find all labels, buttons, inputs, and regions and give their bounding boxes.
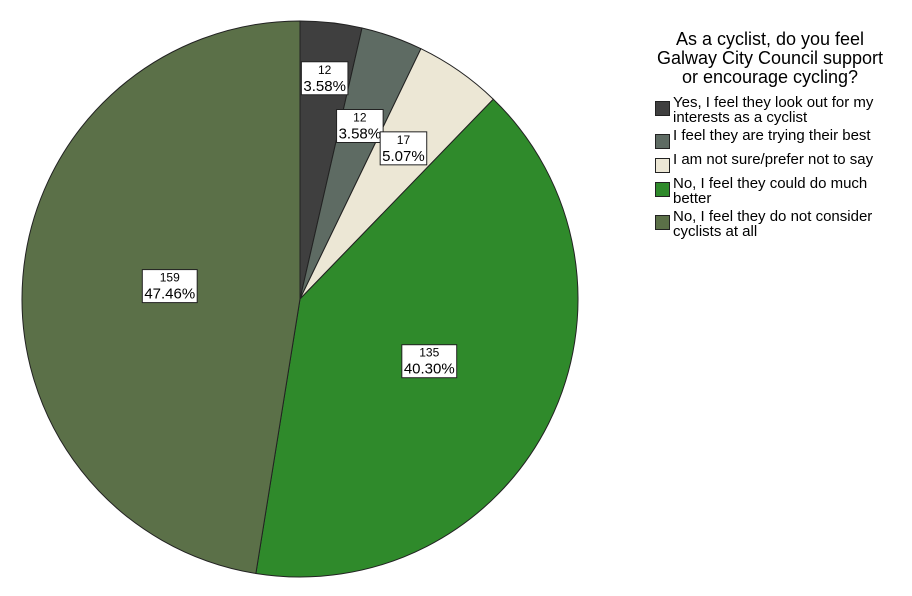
legend-label: No, I feel they could do much better (673, 175, 868, 207)
pie-slice (255, 98, 579, 578)
legend-label: No, I feel they do not consider cyclists… (673, 208, 873, 240)
legend-label: I am not sure/prefer not to say (673, 151, 874, 168)
legend-swatch (655, 182, 670, 197)
count-label: 17 (397, 133, 411, 147)
percent-label: 40.30% (404, 361, 455, 378)
label-box (300, 61, 349, 96)
legend-title: As a cyclist, do you feel Galway City Co… (656, 29, 884, 87)
count-label: 135 (419, 346, 439, 360)
legend-swatch (655, 134, 670, 149)
count-label: 12 (318, 63, 332, 77)
legend-swatch (655, 101, 670, 116)
legend-item: No, I feel they could do much better (655, 176, 895, 206)
legend-swatch (655, 158, 670, 173)
legend-label: Yes, I feel they look out for my interes… (673, 94, 874, 126)
legend-item: I feel they are trying their best (655, 128, 895, 149)
percent-label: 47.46% (144, 286, 195, 303)
data-label: 123.58% (300, 61, 349, 96)
percent-label: 5.07% (382, 148, 425, 165)
legend-swatch (655, 215, 670, 230)
label-box (141, 269, 198, 304)
label-box (336, 109, 384, 144)
label-box (379, 131, 428, 166)
percent-label: 3.58% (303, 78, 346, 95)
legend: As a cyclist, do you feel Galway City Co… (655, 30, 895, 242)
legend-item: Yes, I feel they look out for my interes… (655, 95, 895, 125)
legend-item: I am not sure/prefer not to say (655, 152, 895, 173)
legend-label: I feel they are trying their best (673, 127, 871, 144)
percent-label: 3.58% (339, 126, 382, 143)
count-label: 159 (160, 271, 180, 285)
data-label: 123.58% (336, 109, 384, 144)
data-label: 175.07% (379, 131, 428, 166)
count-label: 12 (353, 111, 367, 125)
legend-item: No, I feel they do not consider cyclists… (655, 209, 895, 239)
label-box (401, 344, 458, 379)
